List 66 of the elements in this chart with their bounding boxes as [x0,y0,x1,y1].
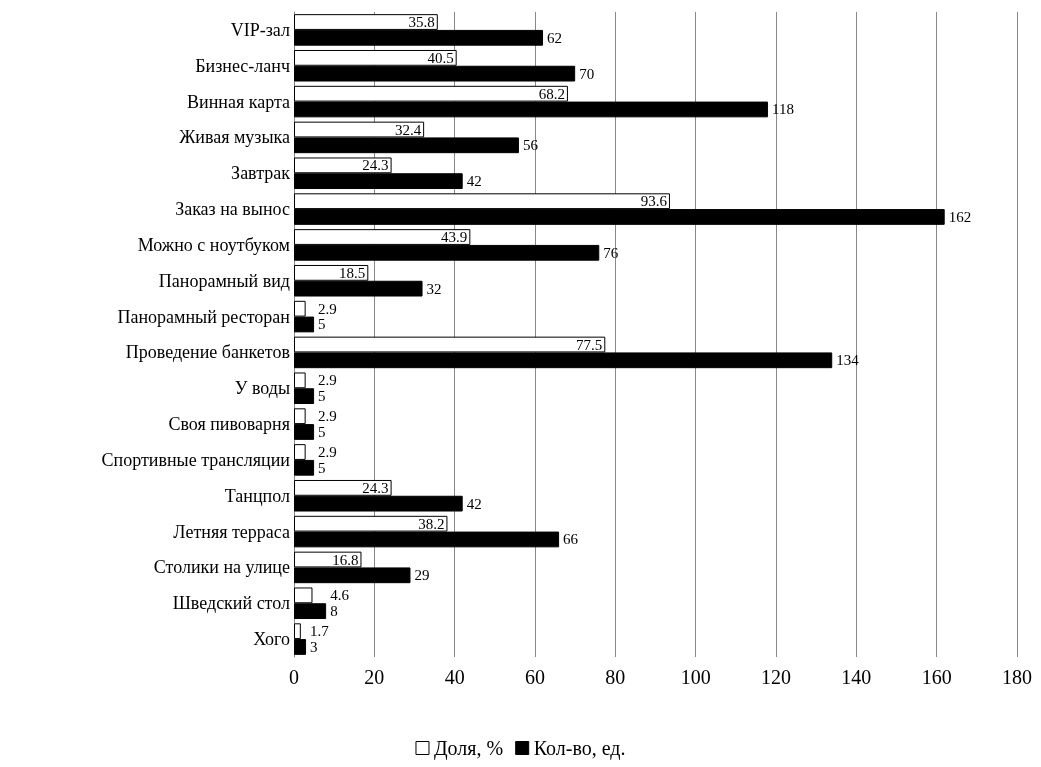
data-label: 40.5 [427,49,454,66]
x-tick-label: 180 [1002,666,1032,688]
y-tick-label: Панорамный вид [158,270,290,291]
data-label: 2.9 [318,372,337,389]
legend-label: Кол-во, ед. [533,737,626,760]
data-label: 42 [466,495,482,512]
y-tick-label: Можно с ноутбуком [137,234,290,255]
data-label: 29 [414,567,430,584]
y-tick-label: Спортивные трансляции [101,449,291,470]
y-tick-label: Своя пивоварня [168,414,290,435]
data-label: 134 [836,352,860,369]
y-tick-label: У воды [234,378,290,399]
data-label: 118 [771,101,794,118]
y-tick-label: Винная карта [187,91,290,112]
data-label: 43.9 [441,229,468,246]
y-tick-label: Завтрак [231,163,291,184]
y-tick-label: Танцпол [224,485,291,506]
data-label: 38.2 [418,515,445,532]
x-tick-label: 0 [289,666,299,688]
data-label: 66 [563,531,579,548]
data-label: 24.3 [362,157,389,174]
data-label: 3 [310,638,318,655]
data-label: 5 [318,316,326,333]
y-tick-label: Летняя терраса [173,521,290,542]
y-tick-label: Проведение банкетов [125,342,290,363]
y-tick-label: VIP-зал [230,19,291,40]
data-label: 77.5 [576,336,603,353]
data-label: 18.5 [339,264,366,281]
data-label: 5 [318,423,326,440]
y-tick-label: Панорамный ресторан [117,306,291,327]
data-label: 5 [318,459,326,476]
x-tick-label: 40 [444,666,465,688]
x-tick-label: 60 [525,666,545,688]
x-tick-label: 100 [680,666,711,688]
data-label: 162 [948,208,972,225]
x-tick-label: 80 [605,666,626,688]
data-label: 35.8 [408,14,435,31]
y-tick-label: Заказ на вынос [175,199,290,220]
data-label: 32 [426,280,442,297]
data-label: 70 [579,65,595,82]
data-label: 8 [330,603,338,620]
data-label: 2.9 [318,300,337,317]
x-tick-label: 120 [761,666,791,688]
data-label: 68.2 [538,85,565,102]
x-tick-label: 20 [364,666,385,688]
data-label: 42 [466,173,482,190]
x-tick-label: 160 [921,666,952,688]
data-label: 93.6 [640,193,668,210]
data-label: 1.7 [310,623,330,640]
y-tick-label: Живая музыка [179,127,290,148]
data-label: 62 [547,29,563,46]
data-label: 4.6 [330,587,350,604]
data-label: 2.9 [318,444,337,461]
data-label: 5 [318,388,326,405]
data-label: 76 [603,244,619,261]
data-label: 24.3 [362,479,389,496]
legend-label: Доля, % [433,737,504,760]
y-tick-label: Бизнес-ланч [195,55,290,76]
data-label: 2.9 [318,408,337,425]
y-tick-label: Столики на улице [153,557,290,578]
data-label: 32.4 [394,121,422,138]
y-tick-label: Хого [253,629,290,650]
x-tick-label: 140 [841,666,872,688]
data-label: 16.8 [332,551,359,568]
data-label: 56 [522,137,539,154]
y-tick-label: Шведский стол [172,593,291,614]
